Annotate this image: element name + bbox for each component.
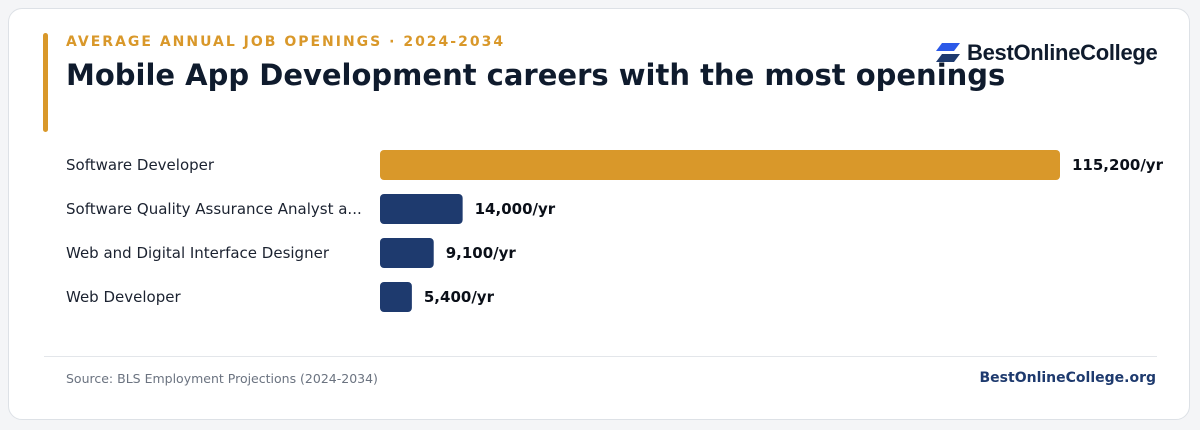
category-label: Web and Digital Interface Designer	[66, 244, 330, 262]
category-label: Web Developer	[66, 288, 181, 306]
value-label: 9,100/yr	[446, 244, 517, 262]
chart-title: Mobile App Development careers with the …	[66, 58, 1006, 92]
value-label: 115,200/yr	[1072, 156, 1164, 174]
value-label: 5,400/yr	[424, 288, 495, 306]
bar	[380, 238, 434, 268]
bar	[380, 194, 463, 224]
value-label: 14,000/yr	[475, 200, 556, 218]
category-label: Software Quality Assurance Analyst a...	[66, 200, 362, 218]
brand-name: BestOnlineCollege	[967, 40, 1158, 65]
category-label: Software Developer	[66, 156, 215, 174]
brand-logo-lockup[interactable]: BestOnlineCollege	[936, 40, 1158, 66]
accent-bar	[43, 33, 48, 132]
stacked-parallelogram-logo-icon	[936, 43, 960, 62]
footer-site-link[interactable]: BestOnlineCollege.org	[979, 370, 1156, 386]
chart-eyebrow: AVERAGE ANNUAL JOB OPENINGS · 2024-2034	[66, 34, 506, 50]
bar	[380, 150, 1060, 180]
chart-card	[8, 8, 1190, 420]
footer-divider	[44, 356, 1157, 357]
source-note: Source: BLS Employment Projections (2024…	[66, 371, 378, 386]
bar	[380, 282, 412, 312]
